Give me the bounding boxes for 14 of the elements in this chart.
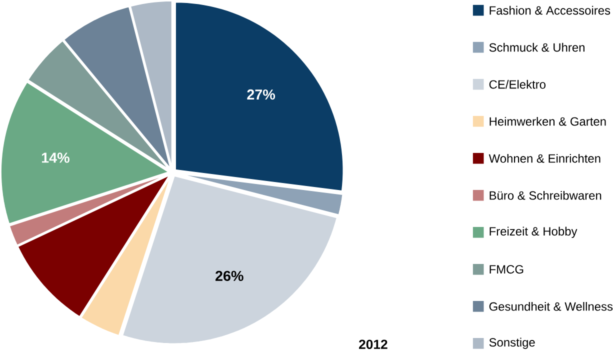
data-label: 27% [247,89,276,100]
legend-label: FMCG [490,265,524,274]
legend-label: CE/Elektro [489,80,546,89]
legend-label: Gesundheit & Wellness [489,302,613,311]
data-label: 26% [216,270,244,281]
legend-label: Schmuck & Uhren [489,42,584,52]
legend-label: Freizeit & Hobby [490,226,578,238]
legend-label: Fashion & Accessoires [490,6,610,15]
legend-label: Büro & Schreibwaren [490,190,602,200]
text: 2012 [359,340,388,350]
legend-label: Wohnen & Einrichten [488,154,600,163]
legend-label: Sonstige [489,338,535,349]
legend-label: Heimwerken & Garten [490,116,606,126]
data-label: 14% [42,152,70,163]
